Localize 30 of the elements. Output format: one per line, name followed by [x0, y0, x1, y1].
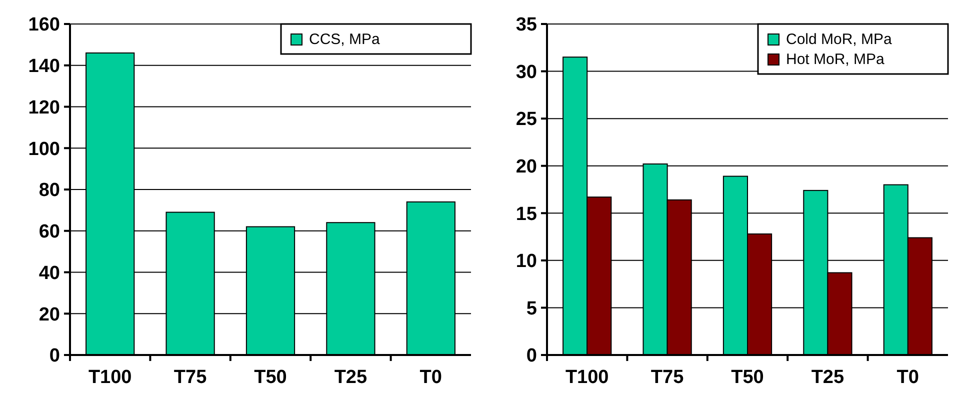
x-tick-label: T0 [896, 367, 919, 388]
y-tick-label: 140 [28, 56, 60, 78]
y-tick-label: 35 [516, 14, 538, 36]
x-tick-label: T100 [565, 367, 609, 388]
x-tick-label: T25 [811, 367, 844, 388]
x-tick-label: T100 [88, 367, 132, 388]
legend-label: Hot MoR, MPa [786, 51, 886, 68]
y-tick-label: 40 [38, 262, 60, 284]
y-tick-label: 80 [38, 180, 60, 202]
y-tick-label: 5 [526, 298, 538, 320]
legend-label: Cold MoR, MPa [786, 31, 893, 48]
x-tick-label: T0 [420, 367, 442, 388]
x-tick-label: T25 [334, 367, 368, 388]
y-tick-label: 20 [516, 156, 537, 178]
y-tick-label: 60 [38, 222, 60, 243]
y-tick-label: 160 [28, 14, 60, 36]
x-tick-label: T50 [254, 367, 287, 388]
x-tick-label: T75 [650, 367, 684, 388]
y-tick-label: 25 [516, 109, 538, 130]
y-tick-label: 0 [49, 346, 60, 367]
y-tick-label: 100 [28, 138, 60, 160]
y-tick-label: 15 [516, 204, 538, 225]
y-tick-label: 10 [516, 251, 537, 272]
x-tick-label: T75 [174, 367, 208, 388]
y-tick-label: 20 [38, 304, 60, 326]
y-tick-label: 120 [28, 97, 60, 118]
y-tick-label: 30 [516, 62, 537, 83]
y-tick-label: 0 [526, 346, 537, 367]
x-tick-label: T50 [731, 367, 764, 388]
legend-label: CCS, MPa [309, 31, 381, 48]
